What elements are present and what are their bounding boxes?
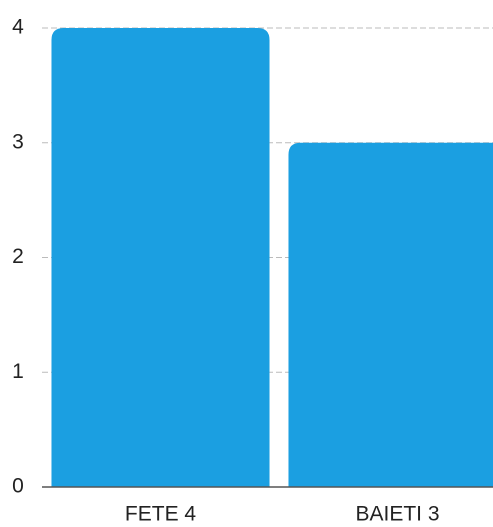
x-tick-label: FETE 4 xyxy=(125,503,197,526)
y-tick-label: 4 xyxy=(12,16,24,39)
bar xyxy=(288,142,493,487)
y-tick-label: 2 xyxy=(12,245,24,268)
x-tick-label: BAIETI 3 xyxy=(355,503,439,526)
y-tick-label: 0 xyxy=(12,475,24,498)
y-tick-label: 1 xyxy=(12,360,24,383)
y-tick-label: 3 xyxy=(12,130,24,153)
bar xyxy=(51,28,270,487)
